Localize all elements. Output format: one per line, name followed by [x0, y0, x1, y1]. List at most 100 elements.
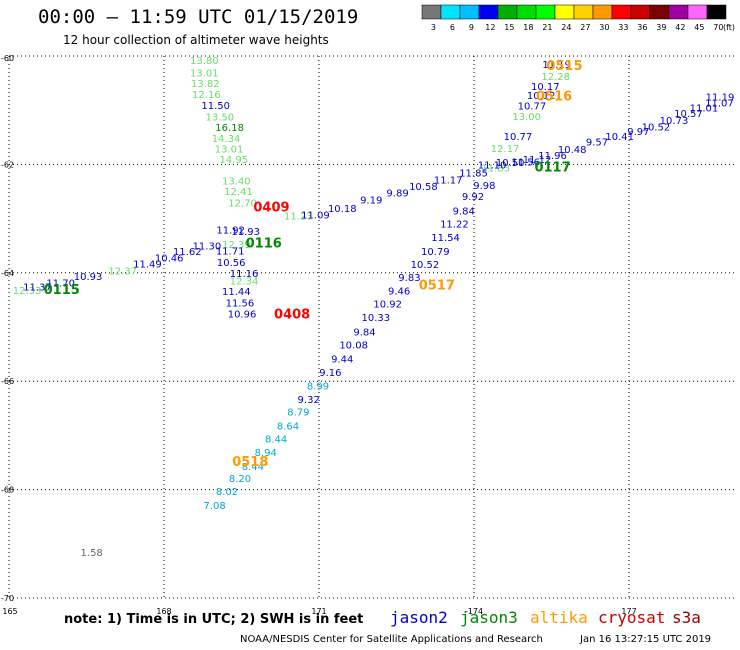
- data-point-label: 11.93: [231, 227, 260, 238]
- colorbar-tick-label: 9: [469, 23, 474, 32]
- data-point-label: 11.85: [459, 169, 488, 180]
- data-point-label: 9.92: [462, 192, 484, 203]
- data-point-label: 11.50: [201, 101, 230, 112]
- data-point-label: 11.22: [440, 219, 469, 230]
- data-point-label: 12.34: [230, 276, 259, 287]
- data-point-label: 11.10: [478, 160, 507, 171]
- data-point-label: 9.84: [453, 206, 475, 217]
- y-tick-label: -60: [1, 54, 14, 63]
- data-point-label: 10.17: [531, 82, 560, 93]
- data-point-label: 12.41: [224, 187, 253, 198]
- data-point-label: 10.52: [411, 260, 440, 271]
- axis-labels: 165 168 171 -174 177 -60 -62 -64 -66 -68 -70: [1, 54, 637, 616]
- data-point-label: 13.00: [512, 112, 541, 123]
- data-point-label: 8.94: [255, 448, 277, 459]
- footer-credit: NOAA/NESDIS Center for Satellite Applica…: [240, 634, 543, 645]
- colorbar-swatch: [459, 4, 480, 20]
- data-point-label: 11.49: [133, 260, 162, 271]
- colorbar-swatch: [668, 4, 689, 20]
- colorbar-swatch: [516, 4, 537, 20]
- data-point-label: 11.30: [193, 242, 222, 253]
- data-point-label: 11.12: [523, 155, 552, 166]
- colorbar-tick-label: 33: [618, 23, 628, 32]
- data-point-label: 11.37: [23, 282, 52, 293]
- colorbar-tick-label: 24: [561, 23, 571, 32]
- colorbar-tick-label: 18: [523, 23, 533, 32]
- mission-s3a: s3a: [672, 608, 701, 627]
- data-point-label: 11.62: [173, 247, 202, 258]
- pass-time-label: 0116: [246, 236, 282, 251]
- data-point-label: 16.18: [215, 123, 244, 134]
- colorbar-tick-label: 30: [599, 23, 609, 32]
- pass-time-label: 0409: [253, 201, 289, 216]
- data-point-label: 12.16: [192, 90, 221, 101]
- data-point-label: 11.09: [301, 210, 330, 221]
- data-point-label: 12.33: [13, 286, 42, 297]
- y-tick-label: -66: [1, 377, 14, 386]
- data-point-label: 10.92: [373, 300, 402, 311]
- wave-height-points: 13.8013.0113.8212.1613.5014.3413.0114.95…: [13, 56, 735, 559]
- colorbar-swatch: [440, 4, 461, 20]
- mission-jason3: jason3: [460, 608, 518, 627]
- y-tick-label: -70: [1, 594, 14, 603]
- data-point-label: 9.98: [473, 181, 495, 192]
- pass-time-label: 0115: [44, 283, 80, 298]
- data-point-label: 12.39: [222, 240, 251, 251]
- data-point-label: 9.19: [360, 196, 382, 207]
- colorbar-tick-label: 3: [431, 23, 436, 32]
- data-point-label: 11.56: [226, 299, 255, 310]
- data-point-label: 13.01: [190, 68, 219, 79]
- data-point-label: 11.01: [690, 103, 719, 114]
- data-point-label: 11.71: [216, 247, 245, 258]
- data-point-label: 9.89: [386, 189, 408, 200]
- data-point-label: 10.77: [518, 101, 547, 112]
- x-tick-label: 177: [621, 607, 636, 616]
- data-point-label: 14.34: [212, 134, 241, 145]
- data-point-label: 10.12: [527, 91, 556, 102]
- data-point-label: 13.40: [222, 177, 251, 188]
- pass-time-label: 0518: [232, 455, 268, 470]
- data-point-label: 8.44: [265, 435, 287, 446]
- data-point-label: 12.28: [541, 72, 570, 83]
- data-point-label: 13.01: [215, 145, 244, 156]
- data-point-label: 10.08: [339, 340, 368, 351]
- data-point-label: 11.44: [222, 287, 251, 298]
- colorbar-swatch: [611, 4, 632, 20]
- data-point-label: 12.17: [491, 144, 520, 155]
- y-tick-label: -64: [1, 269, 14, 278]
- data-point-label: 13.80: [190, 56, 219, 67]
- colorbar-swatch: [592, 4, 613, 20]
- data-point-label: 10.79: [421, 247, 450, 258]
- data-point-label: 11.17: [434, 176, 463, 187]
- data-point-label: 9.32: [298, 395, 320, 406]
- data-point-label: 8.44: [242, 462, 264, 473]
- data-point-label: 11.54: [431, 233, 460, 244]
- data-point-label: 10.57: [674, 109, 703, 120]
- chart-subtitle: 12 hour collection of altimeter wave hei…: [63, 33, 329, 47]
- pass-time-label: 0408: [274, 307, 310, 322]
- x-tick-label: 165: [2, 607, 17, 616]
- colorbar-swatch: [421, 4, 442, 20]
- chart-title: 00:00 – 11:59 UTC 01/15/2019: [38, 6, 359, 28]
- mission-jason2: jason2: [390, 608, 448, 627]
- colorbar-swatch: [554, 4, 575, 20]
- colorbar-tick-label: 70: [713, 23, 723, 32]
- data-point-label: 9.83: [398, 273, 420, 284]
- data-point-label: 11.23: [284, 211, 313, 222]
- colorbar-swatch: [687, 4, 708, 20]
- data-point-label: 11.16: [230, 269, 259, 280]
- x-tick-label: -174: [465, 607, 483, 616]
- x-tick-label: 171: [311, 607, 326, 616]
- data-point-label: 11.56: [511, 158, 540, 169]
- data-point-label: 9.97: [627, 127, 649, 138]
- data-point-label: 10.96: [228, 309, 257, 320]
- colorbar-swatch: [649, 4, 670, 20]
- footer-timestamp: Jan 16 13:27:15 UTC 2019: [580, 634, 712, 645]
- pass-labels: 0515 0516 0117 0409 0116 0115 0517 0408 0518: [44, 59, 583, 470]
- data-point-label: 9.44: [331, 354, 353, 365]
- colorbar-tick-label: 6: [450, 23, 455, 32]
- data-point-label: 11.07: [705, 99, 734, 110]
- data-point-label: 10.46: [155, 254, 184, 265]
- colorbar-swatch: [630, 4, 651, 20]
- colorbar-swatch: [573, 4, 594, 20]
